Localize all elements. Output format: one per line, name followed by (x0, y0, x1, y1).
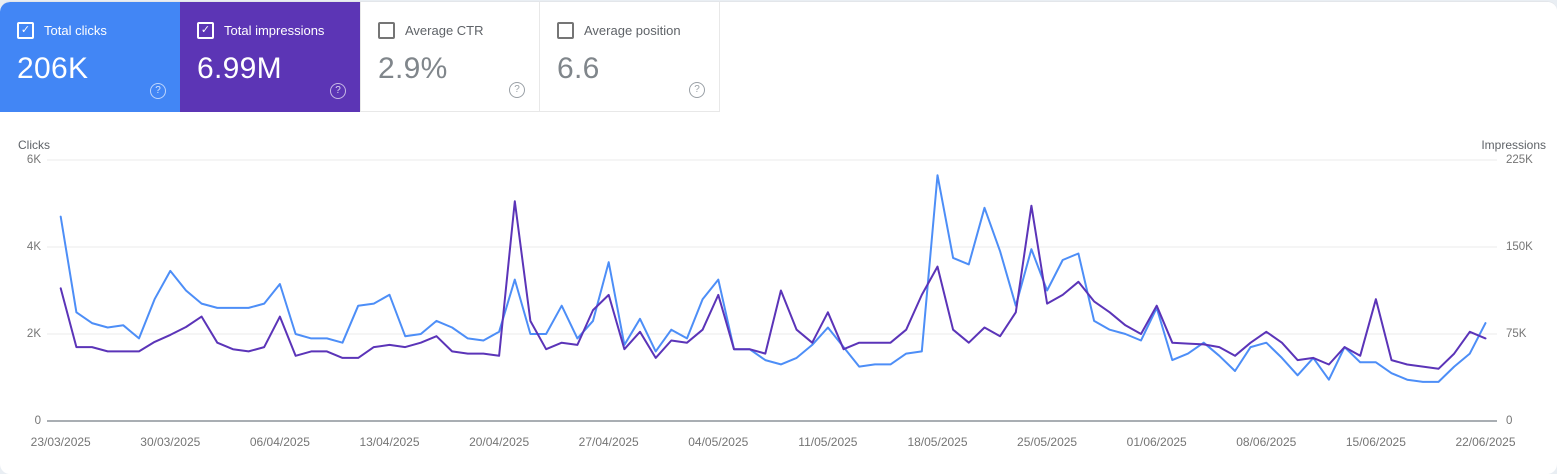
metric-cards-row: ✓ Total clicks 206K ? ✓ Total impression… (0, 2, 1557, 112)
help-icon[interactable]: ? (509, 82, 525, 98)
x-axis-label: 20/04/2025 (469, 435, 530, 449)
x-axis-label: 11/05/2025 (798, 435, 858, 449)
metric-card-average-ctr[interactable]: Average CTR 2.9% ? (360, 2, 540, 112)
metric-card-total-impressions[interactable]: ✓ Total impressions 6.99M ? (180, 2, 360, 112)
metric-card-total-clicks[interactable]: ✓ Total clicks 206K ? (0, 2, 180, 112)
clicks-line (59, 174, 1487, 383)
metric-card-label: Total clicks (44, 23, 107, 38)
x-axis-label: 22/06/2025 (1455, 435, 1516, 449)
x-axis-label: 30/03/2025 (140, 435, 201, 449)
left-axis-tick: 4K (26, 241, 41, 253)
metric-card-average-position[interactable]: Average position 6.6 ? (540, 2, 720, 112)
x-axis-label: 27/04/2025 (578, 435, 639, 449)
x-axis-label: 25/05/2025 (1017, 435, 1078, 449)
left-axis-tick: 2K (26, 328, 41, 340)
x-axis-label: 01/06/2025 (1126, 435, 1187, 449)
metric-card-label: Total impressions (224, 23, 325, 38)
help-icon[interactable]: ? (689, 82, 705, 98)
metric-card-value: 206K (17, 52, 89, 85)
metric-card-value: 6.6 (557, 52, 600, 85)
x-axis-label: 23/03/2025 (30, 435, 91, 449)
right-axis-tick: 75K (1506, 328, 1527, 340)
checkbox-checked-icon[interactable]: ✓ (17, 22, 34, 39)
x-axis-label: 08/06/2025 (1236, 435, 1297, 449)
left-axis-title: Clicks (18, 138, 50, 152)
x-axis-label: 13/04/2025 (359, 435, 420, 449)
cards-row-filler (720, 2, 1557, 112)
left-axis-tick: 6K (26, 154, 41, 166)
metric-card-value: 2.9% (378, 52, 448, 85)
x-axis-label: 04/05/2025 (688, 435, 749, 449)
checkbox-checked-icon[interactable]: ✓ (197, 22, 214, 39)
metric-card-value: 6.99M (197, 52, 282, 85)
checkbox-unchecked-icon[interactable] (378, 22, 395, 39)
chart-plot-area (47, 159, 1497, 422)
help-icon[interactable]: ? (150, 83, 166, 99)
right-axis-tick: 150K (1506, 241, 1533, 253)
x-axis-label: 18/05/2025 (907, 435, 968, 449)
right-axis-tick: 225K (1506, 154, 1533, 166)
impressions-line (59, 200, 1487, 370)
right-axis-tick: 0 (1506, 415, 1513, 427)
performance-chart: Clicks Impressions 6K 4K 2K 0 225K 150K … (0, 122, 1557, 474)
right-axis-title: Impressions (1481, 138, 1546, 152)
metric-card-label: Average CTR (405, 23, 484, 38)
help-icon[interactable]: ? (330, 83, 346, 99)
x-axis-label: 15/06/2025 (1345, 435, 1406, 449)
left-axis-tick: 0 (34, 415, 41, 427)
checkbox-unchecked-icon[interactable] (557, 22, 574, 39)
metric-card-label: Average position (584, 23, 681, 38)
x-axis-label: 06/04/2025 (249, 435, 310, 449)
